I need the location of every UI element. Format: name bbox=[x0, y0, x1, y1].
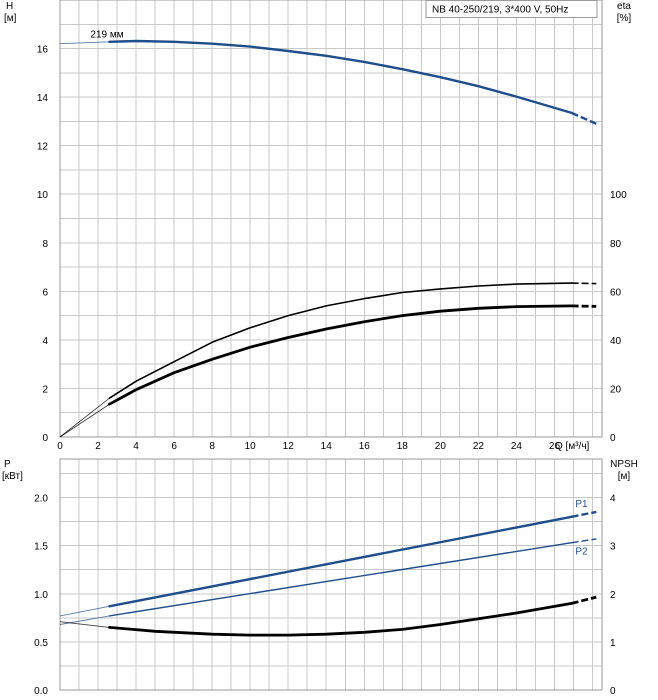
series-lead-in-p1 bbox=[59, 605, 110, 617]
right-tick-label: 0 bbox=[610, 686, 616, 697]
left-tick-label: 1.5 bbox=[34, 542, 48, 553]
x-tick-label: 18 bbox=[397, 441, 409, 452]
left-tick-label: 0.0 bbox=[34, 686, 48, 697]
right-tick-label: 4 bbox=[610, 494, 616, 505]
series-extension-eta bbox=[571, 282, 597, 285]
x-tick-label: 0 bbox=[57, 441, 63, 452]
plot-frame bbox=[59, 458, 603, 691]
series-label-head: 219 мм bbox=[90, 29, 123, 40]
right-tick-label: 1 bbox=[610, 638, 616, 649]
series-extension-npsh bbox=[571, 595, 597, 605]
right-tick-label: 20 bbox=[610, 384, 622, 395]
series-line-eta bbox=[108, 282, 573, 400]
right-tick-label: 60 bbox=[610, 287, 622, 298]
series-label-p2: P2 bbox=[575, 547, 588, 558]
right-tick-label: 3 bbox=[610, 542, 616, 553]
x-tick-label: 22 bbox=[473, 441, 485, 452]
right-axis-unit: [%] bbox=[617, 13, 632, 24]
series-label-p1: P1 bbox=[575, 499, 588, 510]
left-tick-label: 10 bbox=[37, 190, 49, 201]
left-axis-unit: [кВт] bbox=[2, 471, 23, 482]
series-extension-eta-motor bbox=[571, 304, 597, 308]
right-tick-label: 2 bbox=[610, 590, 616, 601]
series-line-npsh bbox=[108, 602, 573, 637]
title-box-text: NB 40-250/219, 3*400 V, 50Hz bbox=[432, 5, 568, 16]
series-lead-in-eta-motor bbox=[59, 403, 110, 438]
x-tick-label: 16 bbox=[359, 441, 371, 452]
x-tick-label: 26 bbox=[549, 441, 561, 452]
x-tick-label: 14 bbox=[321, 441, 333, 452]
right-axis-label: NPSH bbox=[610, 459, 638, 470]
left-tick-label: 1.0 bbox=[34, 590, 48, 601]
x-tick-label: 2 bbox=[95, 441, 101, 452]
series-line-head bbox=[108, 39, 573, 115]
x-tick-label: 8 bbox=[209, 441, 215, 452]
left-tick-label: 2 bbox=[42, 384, 48, 395]
x-tick-label: 6 bbox=[171, 441, 177, 452]
power-npsh-panel: 0.0 0.5 1.0 1.5 2.0 0 1 2 3 4 P[кВт] NPSH[м] P1 P2 bbox=[2, 458, 638, 697]
x-tick-label: 20 bbox=[435, 441, 447, 452]
x-tick-label: 24 bbox=[511, 441, 523, 452]
left-tick-label: 8 bbox=[42, 239, 48, 250]
head-efficiency-panel: 0 2 4 6 8 10 12 14 16 18 20 22 24 26Q [м³/ч]024681012… bbox=[4, 0, 631, 452]
series-lead-in-npsh bbox=[59, 621, 110, 628]
left-tick-label: 16 bbox=[37, 45, 49, 56]
x-tick-label: 10 bbox=[245, 441, 257, 452]
series-lead-in-head bbox=[59, 41, 110, 45]
x-axis-label: Q [м³/ч] bbox=[555, 441, 590, 452]
series-extension-head bbox=[571, 111, 597, 125]
right-tick-label: 0 bbox=[610, 433, 616, 444]
left-axis-label: H bbox=[6, 1, 13, 12]
right-axis-unit: [м] bbox=[618, 471, 631, 482]
series-line-p1 bbox=[108, 515, 573, 608]
right-tick-label: 80 bbox=[610, 239, 622, 250]
title-box bbox=[425, 0, 598, 18]
left-tick-label: 6 bbox=[42, 287, 48, 298]
right-tick-label: 100 bbox=[610, 190, 627, 201]
series-lead-in-p2 bbox=[59, 615, 110, 625]
left-axis-unit: [м] bbox=[4, 13, 17, 24]
left-tick-label: 14 bbox=[37, 93, 49, 104]
series-line-eta-motor bbox=[108, 304, 573, 406]
left-tick-label: 2.0 bbox=[34, 494, 48, 505]
x-tick-label: 12 bbox=[283, 441, 295, 452]
series-extension-p1 bbox=[571, 510, 597, 518]
plot-frame bbox=[59, 0, 603, 438]
series-lead-in-eta bbox=[59, 397, 110, 438]
series-line-p2 bbox=[108, 542, 573, 617]
left-tick-label: 12 bbox=[37, 142, 49, 153]
right-tick-label: 40 bbox=[610, 336, 622, 347]
right-axis-label: eta bbox=[617, 1, 631, 12]
x-tick-label: 4 bbox=[133, 441, 139, 452]
left-tick-label: 0.5 bbox=[34, 638, 48, 649]
left-tick-label: 0 bbox=[42, 433, 48, 444]
series-extension-p2 bbox=[571, 538, 597, 544]
left-tick-label: 4 bbox=[42, 336, 48, 347]
left-axis-label: P bbox=[4, 459, 11, 470]
